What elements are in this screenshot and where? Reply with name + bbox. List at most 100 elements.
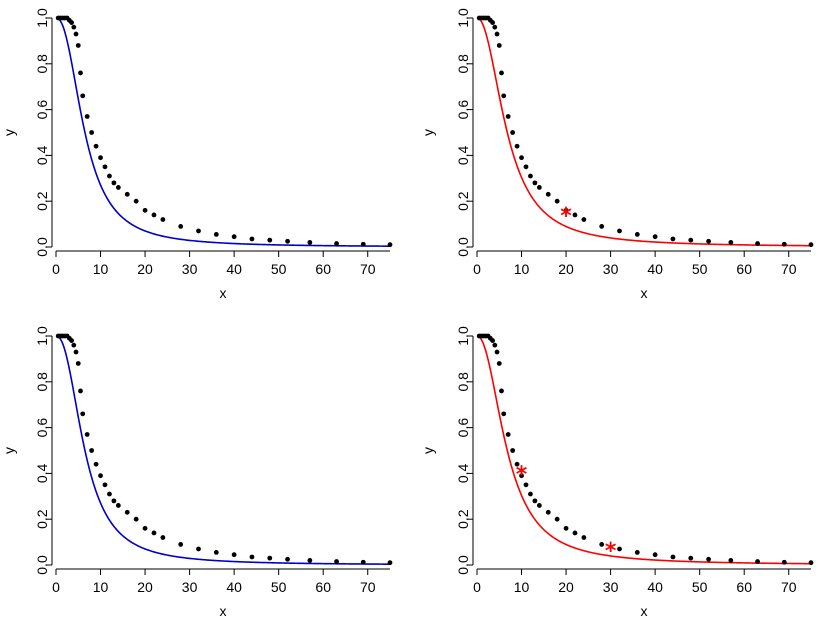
data-point <box>89 130 95 135</box>
data-point <box>80 93 86 99</box>
data-point <box>688 555 694 561</box>
data-point <box>572 212 578 218</box>
x-tick-label: 0 <box>473 261 481 277</box>
data-point <box>80 411 86 417</box>
y-tick-label: 0.2 <box>455 191 471 211</box>
data-point <box>514 461 520 467</box>
data-point <box>496 43 502 48</box>
data-point <box>545 509 551 515</box>
data-point <box>73 31 79 37</box>
data-point <box>71 24 77 30</box>
y-tick-label: 0.8 <box>455 54 471 74</box>
data-point <box>196 546 201 552</box>
x-tick-label: 50 <box>271 579 287 595</box>
data-point <box>307 240 313 245</box>
data-point <box>617 546 622 552</box>
data-point <box>670 236 676 242</box>
data-point <box>98 155 103 161</box>
data-point <box>554 516 560 522</box>
y-tick-label: 0.8 <box>455 372 471 392</box>
data-point <box>492 24 498 30</box>
fitted-curve <box>55 335 391 565</box>
data-point <box>231 552 237 558</box>
highlight-star-marker: * <box>605 539 617 564</box>
data-point <box>494 349 500 355</box>
y-tick-label: 1.0 <box>34 8 50 28</box>
y-tick-label: 0.2 <box>34 191 50 211</box>
data-point <box>160 217 166 222</box>
y-axis-label: y <box>420 129 436 136</box>
x-tick-label: 10 <box>93 261 109 277</box>
data-point <box>78 70 83 76</box>
x-tick-label: 70 <box>360 261 376 277</box>
data-point <box>196 228 201 234</box>
data-point <box>532 498 538 504</box>
data-point <box>285 556 290 562</box>
x-axis-label: x <box>220 285 227 301</box>
data-point <box>142 525 148 531</box>
x-tick-label: 20 <box>558 261 574 277</box>
data-point <box>728 240 734 245</box>
x-tick-label: 10 <box>93 579 109 595</box>
data-point <box>599 223 605 229</box>
x-tick-label: 10 <box>514 261 530 277</box>
data-point <box>151 530 157 536</box>
y-axis-label: y <box>420 447 436 454</box>
data-point <box>581 535 587 540</box>
x-tick-label: 0 <box>52 261 60 277</box>
y-tick-label: 0.6 <box>34 100 50 120</box>
data-point <box>523 164 529 170</box>
data-point <box>554 198 560 204</box>
data-point <box>142 207 148 213</box>
fitted-curve <box>476 17 812 247</box>
data-point <box>523 482 529 488</box>
x-tick-label: 50 <box>271 261 287 277</box>
data-point <box>617 228 622 234</box>
data-point <box>510 130 516 135</box>
data-point <box>124 509 130 515</box>
data-point <box>78 388 83 394</box>
data-point <box>102 164 108 170</box>
data-point <box>519 155 524 161</box>
data-point <box>599 541 605 547</box>
x-tick-label: 40 <box>647 261 663 277</box>
data-point <box>115 503 121 508</box>
data-point <box>755 559 760 564</box>
data-point <box>490 338 495 343</box>
data-point <box>267 555 273 561</box>
data-point <box>133 198 139 204</box>
x-tick-label: 70 <box>360 579 376 595</box>
data-point <box>98 473 103 479</box>
data-point <box>494 31 500 37</box>
y-tick-label: 1.0 <box>455 8 471 28</box>
y-tick-label: 0.0 <box>34 555 50 575</box>
data-point <box>706 556 711 562</box>
x-tick-label: 10 <box>514 579 530 595</box>
x-tick-label: 20 <box>137 579 153 595</box>
data-point <box>670 554 676 560</box>
data-point <box>69 20 74 25</box>
y-tick-label: 0.8 <box>34 54 50 74</box>
data-point <box>111 498 117 504</box>
data-point <box>387 242 393 248</box>
data-point <box>360 241 366 247</box>
data-point <box>781 559 787 565</box>
data-point <box>501 411 507 417</box>
y-tick-label: 0.0 <box>455 237 471 257</box>
data-point <box>334 241 339 246</box>
data-point <box>71 342 77 348</box>
y-tick-label: 0.4 <box>34 145 50 165</box>
data-point <box>84 114 90 119</box>
data-point <box>706 238 711 244</box>
x-tick-label: 30 <box>603 261 619 277</box>
x-tick-label: 30 <box>182 261 198 277</box>
data-point <box>73 349 79 355</box>
y-tick-label: 0.0 <box>34 237 50 257</box>
data-point <box>75 361 81 366</box>
chart-panel-4: 0 10 20 30 40 50 60 70 0.0 0.2 0.4 0.6 0.8 1.0 x y * * <box>420 326 814 619</box>
x-axis-label: x <box>641 603 648 619</box>
data-point <box>89 448 95 453</box>
y-tick-label: 0.6 <box>455 100 471 120</box>
x-tick-label: 50 <box>692 261 708 277</box>
data-point <box>634 550 640 555</box>
